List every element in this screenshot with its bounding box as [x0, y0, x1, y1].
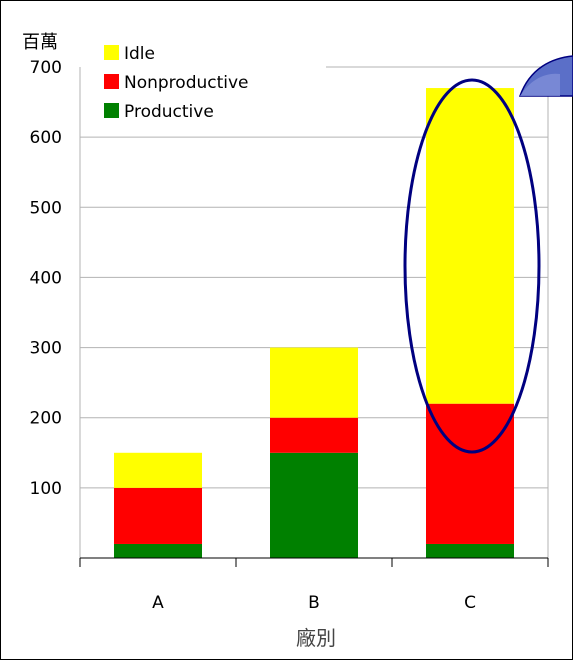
x-tick-label: B	[308, 593, 320, 613]
bar-idle-b	[270, 347, 358, 418]
y-tick-labels: 100 200 300 400 500 600 700	[30, 58, 62, 499]
bar-productive-b	[270, 452, 358, 558]
y-tick-label: 500	[30, 198, 62, 218]
bars	[114, 88, 514, 558]
y-tick-label: 400	[30, 268, 62, 288]
x-tick-labels: A B C	[152, 593, 476, 613]
bar-nonproductive-a	[114, 487, 202, 544]
y-unit-label: 百萬	[22, 32, 58, 53]
y-tick-label: 300	[30, 339, 62, 359]
folded-corner-highlight	[520, 73, 560, 96]
legend-label-nonproductive: Nonproductive	[124, 73, 249, 93]
x-tick-label: A	[152, 593, 164, 613]
bar-productive-a	[114, 543, 202, 558]
y-tick-label: 200	[30, 409, 62, 429]
legend-label-idle: Idle	[124, 44, 155, 64]
bar-idle-c	[426, 88, 514, 404]
y-tick-label: 700	[30, 58, 62, 78]
legend: Idle Nonproductive Productive	[98, 36, 326, 132]
legend-swatch-nonproductive	[104, 74, 119, 89]
bar-idle-a	[114, 452, 202, 488]
legend-background	[98, 36, 326, 132]
x-tick-label: C	[464, 593, 476, 613]
y-tick-label: 600	[30, 128, 62, 148]
axes	[79, 67, 549, 567]
x-axis-title: 廠別	[296, 626, 336, 650]
legend-swatch-productive	[104, 103, 119, 118]
legend-swatch-idle	[104, 45, 119, 60]
annotations	[403, 55, 573, 454]
bar-nonproductive-b	[270, 417, 358, 453]
y-tick-label: 100	[30, 479, 62, 499]
bar-nonproductive-c	[426, 403, 514, 544]
highlight-ellipse	[403, 78, 541, 454]
legend-label-productive: Productive	[124, 102, 214, 122]
bar-productive-c	[426, 543, 514, 558]
